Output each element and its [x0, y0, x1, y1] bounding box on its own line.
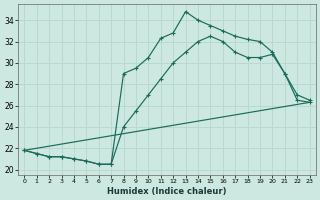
X-axis label: Humidex (Indice chaleur): Humidex (Indice chaleur) [107, 187, 227, 196]
